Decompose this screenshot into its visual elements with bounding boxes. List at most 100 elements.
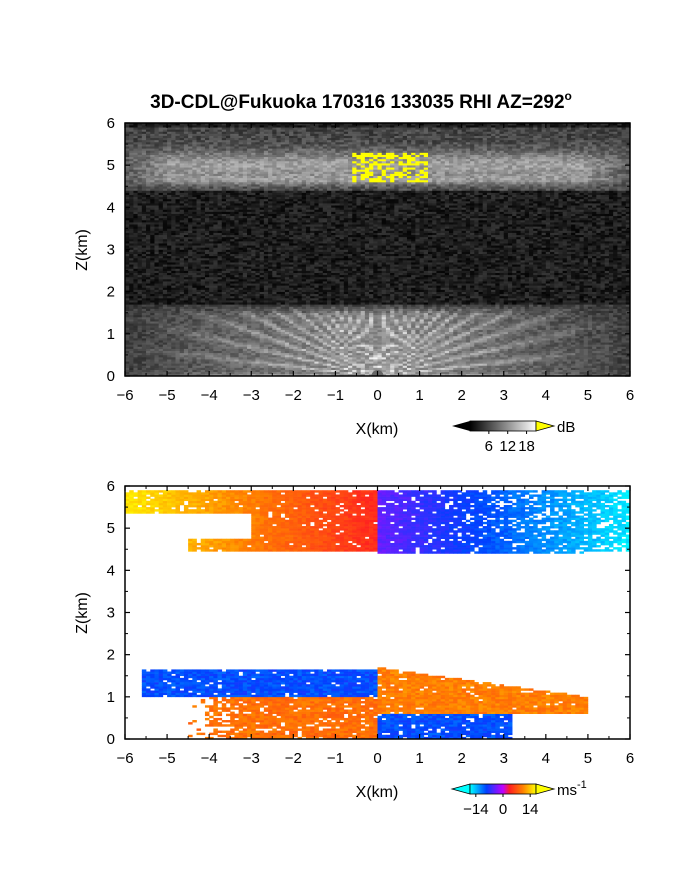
reflectivity-cell <box>259 167 265 170</box>
reflectivity-cell <box>251 323 256 326</box>
reflectivity-cell <box>192 297 197 301</box>
reflectivity-cell <box>183 238 189 242</box>
reflectivity-cell <box>141 361 147 364</box>
reflectivity-cell <box>204 361 210 364</box>
reflectivity-cell <box>162 158 168 162</box>
reflectivity-cell <box>150 283 155 286</box>
reflectivity-cell <box>133 285 138 288</box>
reflectivity-cell <box>204 338 210 341</box>
reflectivity-cell <box>125 179 130 183</box>
reflectivity-cell <box>213 222 218 225</box>
reflectivity-cell <box>259 365 265 368</box>
reflectivity-cell <box>154 219 159 223</box>
reflectivity-cell <box>188 319 193 322</box>
reflectivity-cell <box>141 213 147 217</box>
reflectivity-cell <box>268 222 273 225</box>
reflectivity-cell <box>192 234 197 238</box>
reflectivity-cell <box>230 253 235 257</box>
reflectivity-cell <box>255 306 260 309</box>
reflectivity-cell <box>133 188 138 191</box>
reflectivity-cell <box>251 291 256 295</box>
reflectivity-cell <box>263 160 269 164</box>
reflectivity-cell <box>242 207 248 210</box>
reflectivity-cell <box>137 272 143 276</box>
reflectivity-cell <box>150 287 155 290</box>
reflectivity-cell <box>146 238 151 242</box>
reflectivity-cell <box>276 205 282 208</box>
reflectivity-cell <box>280 194 286 198</box>
reflectivity-cell <box>284 215 290 219</box>
reflectivity-cell <box>238 245 244 248</box>
reflectivity-cell <box>242 287 248 290</box>
reflectivity-cell <box>230 365 235 368</box>
reflectivity-cell <box>280 226 286 229</box>
reflectivity-cell <box>297 316 303 320</box>
reflectivity-cell <box>247 251 252 255</box>
reflectivity-cell <box>251 306 256 309</box>
reflectivity-cell <box>167 304 172 307</box>
reflectivity-cell <box>284 228 290 231</box>
reflectivity-cell <box>213 131 218 134</box>
reflectivity-cell <box>247 308 252 311</box>
reflectivity-cell <box>200 344 206 347</box>
reflectivity-cell <box>150 255 155 259</box>
reflectivity-cell <box>133 371 138 375</box>
reflectivity-cell <box>247 211 252 214</box>
reflectivity-cell <box>209 321 214 324</box>
reflectivity-cell <box>188 129 193 132</box>
reflectivity-cell <box>217 335 223 339</box>
reflectivity-cell <box>221 226 227 229</box>
reflectivity-cell <box>251 287 256 290</box>
reflectivity-cell <box>238 184 244 187</box>
reflectivity-cell <box>242 283 248 286</box>
reflectivity-cell <box>188 344 193 347</box>
reflectivity-cell <box>234 163 239 166</box>
reflectivity-cell <box>255 158 260 162</box>
reflectivity-cell <box>196 304 202 307</box>
reflectivity-cell <box>125 144 130 147</box>
reflectivity-cell <box>289 350 294 354</box>
reflectivity-cell <box>167 338 172 341</box>
reflectivity-cell <box>251 262 256 265</box>
reflectivity-cell <box>289 152 294 155</box>
reflectivity-cell <box>234 154 239 158</box>
reflectivity-cell <box>175 154 181 158</box>
reflectivity-cell <box>158 219 164 223</box>
reflectivity-cell <box>272 323 277 326</box>
reflectivity-cell <box>158 230 164 233</box>
reflectivity-cell <box>255 310 260 314</box>
reflectivity-cell <box>251 228 256 231</box>
reflectivity-cell <box>196 160 202 164</box>
reflectivity-cell <box>226 213 231 217</box>
reflectivity-cell <box>230 163 235 166</box>
reflectivity-cell <box>259 207 265 210</box>
reflectivity-cell <box>129 264 134 267</box>
reflectivity-cell <box>167 141 172 145</box>
reflectivity-cell <box>204 350 210 354</box>
reflectivity-cell <box>238 361 244 364</box>
reflectivity-cell <box>255 192 260 195</box>
reflectivity-cell <box>188 171 193 174</box>
reflectivity-cell <box>209 312 214 316</box>
reflectivity-cell <box>162 198 168 202</box>
reflectivity-cell <box>226 146 231 149</box>
reflectivity-cell <box>175 323 181 326</box>
reflectivity-cell <box>158 135 164 139</box>
reflectivity-cell <box>158 141 164 145</box>
reflectivity-cell <box>167 160 172 164</box>
reflectivity-cell <box>137 268 143 271</box>
reflectivity-cell <box>289 352 294 356</box>
reflectivity-cell <box>158 342 164 345</box>
reflectivity-cell <box>141 236 147 240</box>
reflectivity-cell <box>188 173 193 177</box>
reflectivity-cell <box>276 160 282 164</box>
reflectivity-cell <box>133 241 138 244</box>
reflectivity-cell <box>133 327 138 330</box>
reflectivity-cell <box>204 306 210 309</box>
reflectivity-cell <box>230 215 235 219</box>
reflectivity-cell <box>226 354 231 358</box>
reflectivity-cell <box>137 203 143 206</box>
reflectivity-cell <box>150 304 155 307</box>
reflectivity-cell <box>247 160 252 164</box>
reflectivity-cell <box>175 270 181 273</box>
